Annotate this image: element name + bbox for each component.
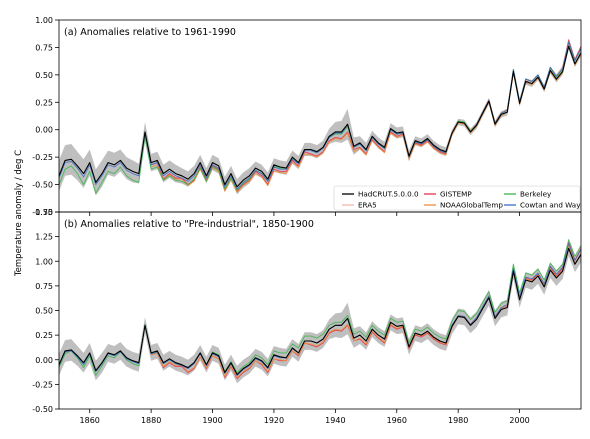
legend-entry: NOAAGlobalTemp	[440, 201, 503, 210]
panel-title-b: (b) Anomalies relative to "Pre-industria…	[64, 219, 314, 230]
x-tick-label: 1960	[387, 416, 407, 425]
x-tick-label: 1900	[202, 416, 222, 425]
series-line-hadcrut-5-0-0-0	[58, 45, 582, 188]
y-tick-label: 0.00	[35, 126, 53, 135]
series-line-hadcrut-5-0-0-0	[58, 247, 582, 376]
y-tick-label: 0.25	[35, 331, 53, 340]
x-tick-label: 1880	[141, 416, 161, 425]
x-tick-label: 1920	[264, 416, 284, 425]
legend-entry: Berkeley	[520, 190, 552, 199]
y-tick-label: 0.00	[35, 356, 53, 365]
y-tick-label: -0.25	[32, 380, 53, 389]
x-tick-label: 2000	[509, 416, 529, 425]
y-tick-label: 0.75	[35, 282, 53, 291]
y-tick-label: 0.25	[35, 98, 53, 107]
y-tick-label: 0.75	[35, 43, 53, 52]
y-tick-label: 1.50	[35, 208, 53, 217]
y-tick-label: 1.25	[35, 233, 53, 242]
uncertainty-band-b	[59, 240, 581, 384]
legend-entry: Cowtan and Way	[520, 201, 581, 210]
y-axis-label: Temperature anomaly / deg C	[14, 150, 24, 277]
legend-box	[333, 185, 581, 211]
y-tick-label: 0.50	[35, 307, 53, 316]
y-tick-label: -0.50	[32, 181, 53, 190]
x-tick-label: 1860	[80, 416, 100, 425]
x-tick-label: 1940	[325, 416, 345, 425]
y-tick-label: -0.25	[32, 153, 53, 162]
y-tick-label: -0.75	[32, 208, 53, 217]
legend-entry: HadCRUT.5.0.0.0	[358, 190, 419, 199]
y-tick-label: 1.00	[35, 257, 53, 266]
x-tick-label: 1980	[448, 416, 468, 425]
series-line-noaaglobaltemp	[150, 245, 582, 378]
y-tick-label: -0.50	[32, 405, 53, 414]
panel-title-a: (a) Anomalies relative to 1961-1990	[64, 27, 236, 38]
legend-entry: ERA5	[358, 201, 377, 210]
series-line-noaaglobaltemp	[150, 44, 582, 193]
y-tick-label: 0.50	[35, 71, 53, 80]
y-tick-label: 1.00	[35, 16, 53, 25]
legend-entry: GISTEMP	[440, 190, 472, 199]
